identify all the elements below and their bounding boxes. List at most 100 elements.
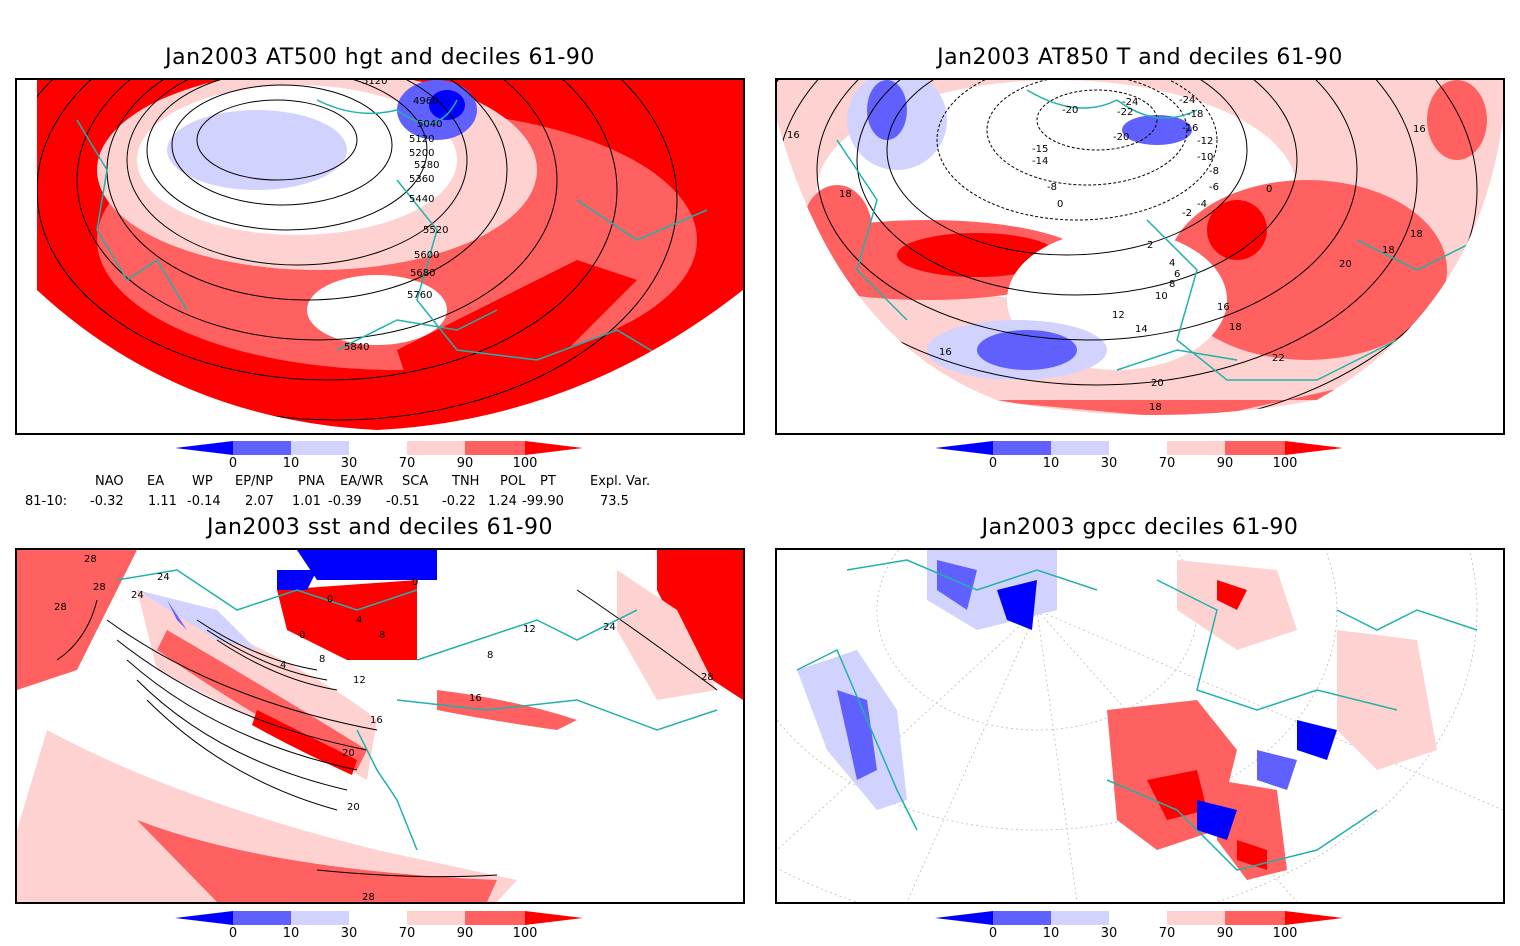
contour-label: 22 <box>1272 353 1285 364</box>
contour-label: 0 <box>1266 184 1272 195</box>
contour-label: 20 <box>1339 259 1352 270</box>
map-panel-at500: 5120 4960 5040 5120 5200 5280 5360 5440 … <box>15 78 745 435</box>
contour-label: 14 <box>1135 324 1148 335</box>
contour-label: 5120 <box>362 80 387 87</box>
contour-label: 18 <box>1382 245 1395 256</box>
contour-label: 28 <box>701 672 714 683</box>
contour-label: -22 <box>1117 107 1133 118</box>
index-value: -99.90 <box>522 494 564 509</box>
index-header: SCA <box>402 474 429 489</box>
colorbar-swatches <box>175 441 583 455</box>
index-value: 73.5 <box>600 494 629 509</box>
map-sst: 28 28 28 24 24 0 0 0 4 4 8 8 12 16 16 20… <box>17 550 743 902</box>
colorbar-tick: 70 <box>398 456 416 471</box>
contour-label: 28 <box>362 892 375 902</box>
index-header: TNH <box>452 474 480 489</box>
contour-label: 5840 <box>344 342 369 353</box>
colorbar-tick: 0 <box>228 456 238 471</box>
contour-label: 5280 <box>414 160 439 171</box>
index-header: EP/NP <box>235 474 273 489</box>
contour-label: -14 <box>1032 156 1048 167</box>
contour-label: -15 <box>1032 144 1048 155</box>
map-panel-at850: -20 -24 -22 -24 -18 -16 -20 -15 -14 -12 … <box>775 78 1505 435</box>
index-value: 1.11 <box>148 494 177 509</box>
colorbar-tick: 90 <box>1216 926 1234 941</box>
colorbar-tick: 100 <box>512 926 538 941</box>
contour-labels: -20 -24 -22 -24 -18 -16 -20 -15 -14 -12 … <box>787 95 1426 413</box>
contour-labels: 5120 4960 5040 5120 5200 5280 5360 5440 … <box>344 80 448 353</box>
colorbar-tick: 70 <box>398 926 416 941</box>
contour-label: 5440 <box>409 194 434 205</box>
colorbar-tick: 30 <box>340 456 358 471</box>
colorbar-tick: 100 <box>1272 456 1298 471</box>
index-header: WP <box>192 474 213 489</box>
panel-title-at500: Jan2003 AT500 hgt and deciles 61-90 <box>165 45 595 70</box>
contour-label: 4960 <box>413 96 438 107</box>
index-header: PNA <box>298 474 325 489</box>
map-at850: -20 -24 -22 -24 -18 -16 -20 -15 -14 -12 … <box>777 80 1503 415</box>
decile-shading <box>777 80 1487 415</box>
contour-label: 28 <box>54 602 67 613</box>
contour-label: 5200 <box>409 148 434 159</box>
index-value: -0.22 <box>442 494 476 509</box>
contour-label: 16 <box>1413 124 1426 135</box>
colorbar-tick: 30 <box>1100 456 1118 471</box>
index-header: PT <box>540 474 556 489</box>
colorbar-tick: 100 <box>512 456 538 471</box>
contour-label: 4 <box>1169 258 1175 269</box>
map-panel-gpcc <box>775 548 1505 904</box>
contour-label: -16 <box>1182 123 1198 134</box>
contour-label: -2 <box>1182 208 1192 219</box>
contour-label: 8 <box>319 654 325 665</box>
index-header: EA/WR <box>340 474 384 489</box>
panel-title-gpcc: Jan2003 gpcc deciles 61-90 <box>981 515 1299 540</box>
contour-label: 4 <box>356 615 362 626</box>
contour-label: 24 <box>603 622 616 633</box>
colorbar-tick: 70 <box>1158 456 1176 471</box>
colorbar-tick: 90 <box>456 456 474 471</box>
contour-label: 0 <box>299 630 305 641</box>
contour-label: 5120 <box>409 134 434 145</box>
contour-label: 16 <box>469 693 482 704</box>
contour-label: 5600 <box>414 250 439 261</box>
contour-label: 0 <box>412 577 418 588</box>
colorbar-swatches <box>935 911 1343 925</box>
contour-label: -20 <box>1113 132 1129 143</box>
contour-label: 5680 <box>410 268 435 279</box>
index-value: -0.14 <box>187 494 221 509</box>
colorbar-tick: 10 <box>1042 456 1060 471</box>
index-value: 2.07 <box>245 494 274 509</box>
index-row-label: 81-10: <box>25 494 68 509</box>
colorbar-tick: 10 <box>282 456 300 471</box>
colorbar-tick: 70 <box>1158 926 1176 941</box>
contour-label: 20 <box>1151 378 1164 389</box>
colorbar-tick: 10 <box>1042 926 1060 941</box>
index-value: 1.01 <box>292 494 321 509</box>
sst-contours <box>56 589 718 878</box>
contour-label: 18 <box>1410 229 1423 240</box>
contour-label: 4 <box>280 660 286 671</box>
map-panel-sst: 28 28 28 24 24 0 0 0 4 4 8 8 12 16 16 20… <box>15 548 745 904</box>
contour-label: 0 <box>1057 199 1063 210</box>
index-header: POL <box>500 474 526 489</box>
map-gpcc <box>777 550 1503 902</box>
contour-label: 16 <box>370 715 383 726</box>
contour-label: -18 <box>1187 109 1203 120</box>
colorbar-sst: 0 10 30 70 90 100 <box>175 910 585 946</box>
index-value: 1.24 <box>488 494 517 509</box>
decile-shading <box>797 550 1437 880</box>
colorbar-tick: 30 <box>340 926 358 941</box>
contour-label: 16 <box>939 347 952 358</box>
contour-label: 20 <box>347 802 360 813</box>
contour-label: 18 <box>1229 322 1242 333</box>
index-value: -0.32 <box>90 494 124 509</box>
contour-labels: 28 28 28 24 24 0 0 0 4 4 8 8 12 16 16 20… <box>54 554 714 902</box>
decile-shading <box>97 80 697 410</box>
colorbar-swatches <box>175 911 583 925</box>
height-contours <box>37 80 678 421</box>
index-value: -0.51 <box>386 494 420 509</box>
contour-label: 12 <box>523 624 536 635</box>
contour-label: -8 <box>1047 182 1057 193</box>
contour-label: 0 <box>327 594 333 605</box>
contour-label: 28 <box>84 554 97 565</box>
